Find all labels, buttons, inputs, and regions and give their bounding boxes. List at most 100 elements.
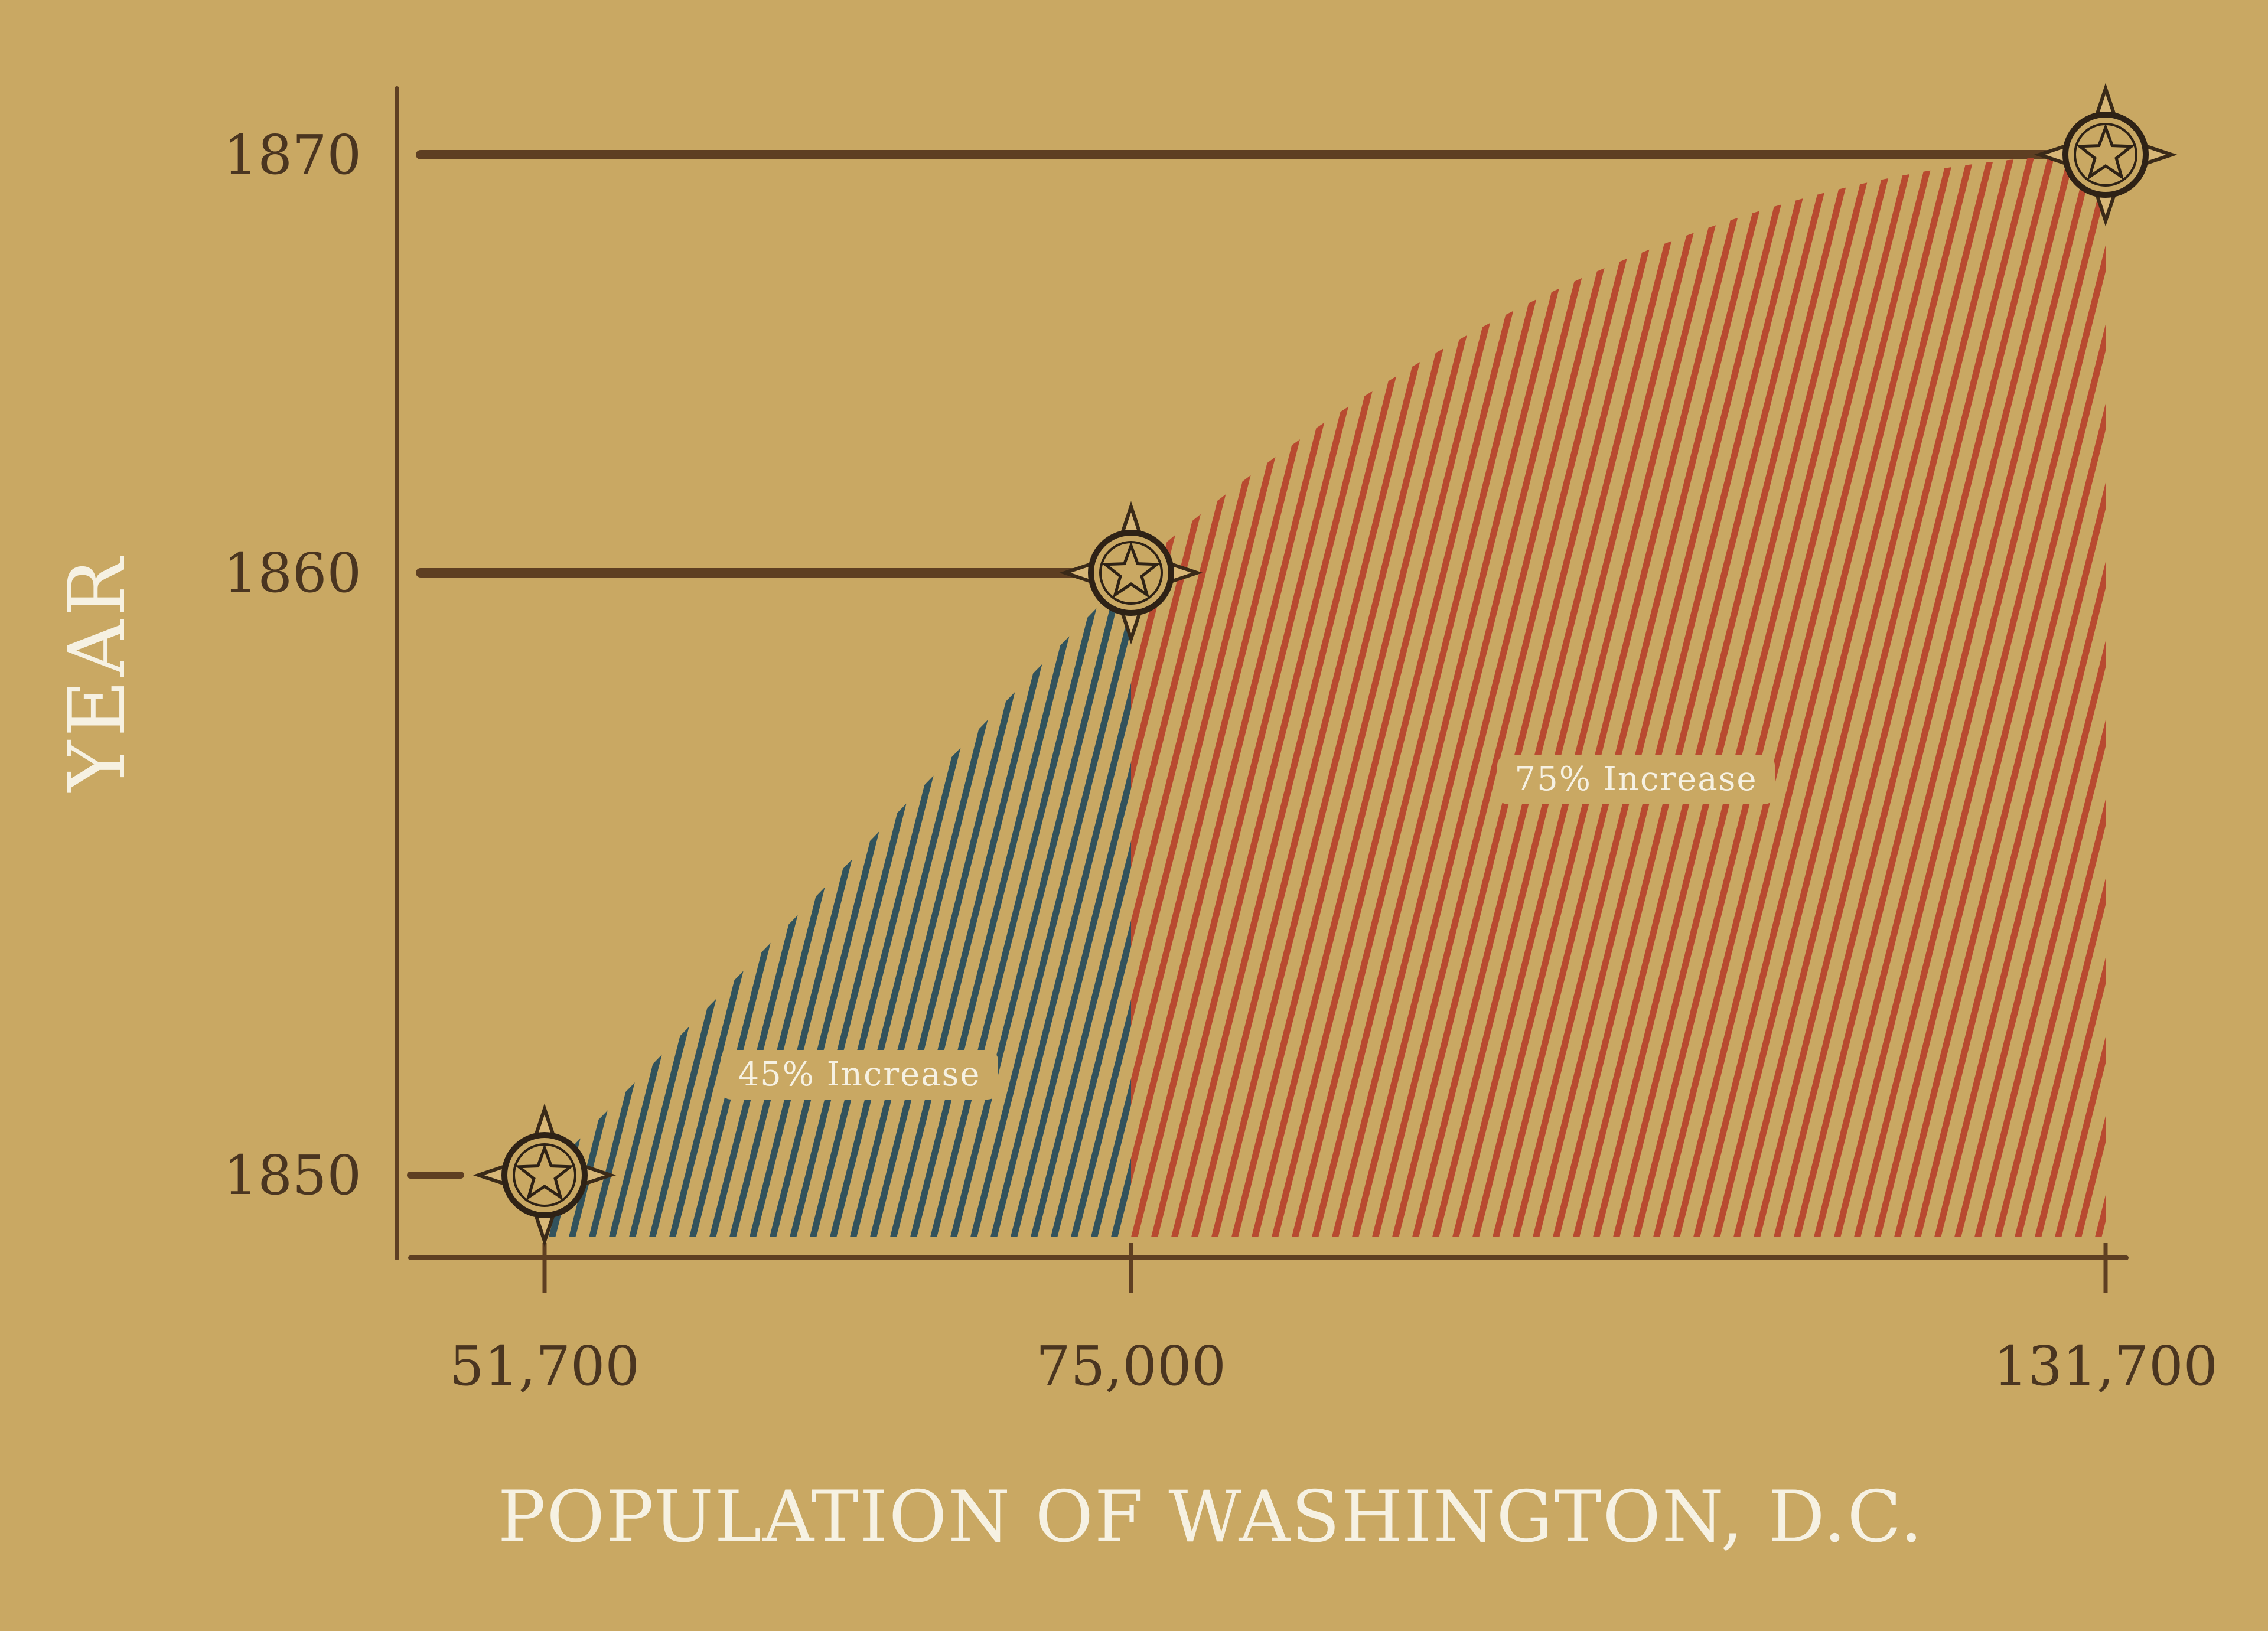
hatch-line — [854, 573, 1131, 1237]
hatch-line — [2163, 89, 2268, 1299]
hatch-line — [2243, 89, 2268, 1299]
hatch-line — [1075, 573, 1131, 1237]
hatch-line — [1216, 155, 1530, 1237]
hatch-line — [2123, 89, 2268, 1299]
hatch-line — [545, 573, 847, 1237]
hatch-line — [1236, 155, 1550, 1237]
hatch-line — [2083, 89, 2268, 1299]
x-axis-title: POPULATION OF WASHINGTON, D.C. — [498, 1476, 1924, 1558]
hatch-line — [1155, 155, 1469, 1237]
y-tick-label: 1850 — [223, 1144, 361, 1207]
hatch-line — [894, 573, 1131, 1237]
hatch-line — [814, 573, 1128, 1237]
hatch-line — [1577, 155, 1891, 1237]
hatch-line — [1898, 155, 2106, 1237]
hatch-line — [2183, 89, 2268, 1299]
hatch-line — [1697, 155, 2012, 1237]
hatch-line — [1497, 155, 1811, 1237]
hatch-line — [1175, 155, 1490, 1237]
hatch-line — [2103, 89, 2268, 1299]
hatch-line — [633, 573, 947, 1237]
hatch-line — [1055, 573, 1131, 1237]
hatch-line — [315, 89, 623, 1299]
hatch-line — [1537, 155, 1851, 1237]
annotation-background — [1497, 755, 1775, 804]
hatch-line — [2143, 89, 2268, 1299]
hatch-line — [2223, 89, 2268, 1299]
hatch-line — [1818, 155, 2106, 1237]
x-tick-label: 51,700 — [449, 1335, 640, 1398]
compass-star — [2075, 123, 2136, 181]
hatch-line — [2183, 89, 2268, 1299]
hatch-line — [1657, 155, 1972, 1237]
hatch-line — [2099, 155, 2106, 1237]
hatch-line — [545, 573, 606, 1237]
hatch-line — [1015, 573, 1131, 1237]
hatch-line — [545, 573, 827, 1237]
hatch-line — [1477, 155, 1791, 1237]
hatch-line — [1838, 155, 2106, 1237]
hatch-line — [436, 89, 743, 1299]
hatch-line — [545, 573, 666, 1237]
hatch-line — [693, 573, 1008, 1237]
hatch-line — [1131, 155, 1429, 1237]
hatch-line — [1517, 155, 1831, 1237]
hatch-line — [2143, 89, 2268, 1299]
star-compass-icon — [1059, 501, 1203, 645]
hatch-line — [1356, 155, 1670, 1237]
hatch-line — [754, 573, 1068, 1237]
hatch-line — [1416, 155, 1731, 1237]
hatch-line — [914, 573, 1131, 1237]
hatch-line — [416, 89, 723, 1299]
hatch-line — [713, 573, 1028, 1237]
hatch-line — [1316, 155, 1630, 1237]
hatch-line — [653, 573, 967, 1237]
x-tick-label: 75,000 — [1036, 1335, 1226, 1398]
hatch-line — [1557, 155, 1871, 1237]
hatch-line — [335, 89, 643, 1299]
hatch-line — [2223, 89, 2268, 1299]
hatch-line — [1135, 155, 1449, 1237]
hatch-line — [2019, 155, 2106, 1237]
hatch-line — [1758, 155, 2072, 1237]
hatch-line — [1718, 155, 2032, 1237]
x-tick-label: 131,700 — [1993, 1335, 2218, 1398]
hatch-line — [476, 89, 783, 1299]
hatch-line — [356, 89, 663, 1299]
hatch-line — [2039, 155, 2106, 1237]
hatch-line — [1296, 155, 1610, 1237]
hatch-line — [1035, 573, 1131, 1237]
hatch-line — [545, 573, 646, 1237]
hatch-line — [376, 89, 683, 1299]
annotation-background — [721, 1050, 998, 1100]
hatch-line — [2203, 89, 2268, 1299]
y-tick-label: 1870 — [223, 123, 361, 187]
hatch-line — [1878, 155, 2106, 1237]
hatch-line — [1858, 155, 2106, 1237]
hatch-line — [1938, 155, 2106, 1237]
hatch-line — [995, 573, 1131, 1237]
hatch-line — [295, 89, 602, 1299]
hatch-line — [2263, 89, 2268, 1299]
hatch-line — [834, 573, 1131, 1237]
hatch-line — [545, 573, 767, 1237]
hatch-line — [1131, 155, 1409, 1237]
hatch-line — [975, 573, 1131, 1237]
hatch-line — [545, 573, 626, 1237]
red-hatch-area — [295, 89, 2268, 1299]
hatch-line — [1396, 155, 1710, 1237]
hatch-line — [2123, 89, 2268, 1299]
hatch-line — [1798, 155, 2106, 1237]
hatch-line — [734, 573, 1048, 1237]
hatch-line — [1617, 155, 1931, 1237]
hatch-line — [1256, 155, 1570, 1237]
hatch-line — [456, 89, 763, 1299]
compass-star — [1101, 541, 1161, 599]
hatch-line — [396, 89, 703, 1299]
hatch-line — [2079, 155, 2106, 1237]
hatch-line — [1597, 155, 1911, 1237]
hatch-line — [1195, 155, 1510, 1237]
hatch-line — [545, 573, 686, 1237]
hatch-line — [1999, 155, 2106, 1237]
